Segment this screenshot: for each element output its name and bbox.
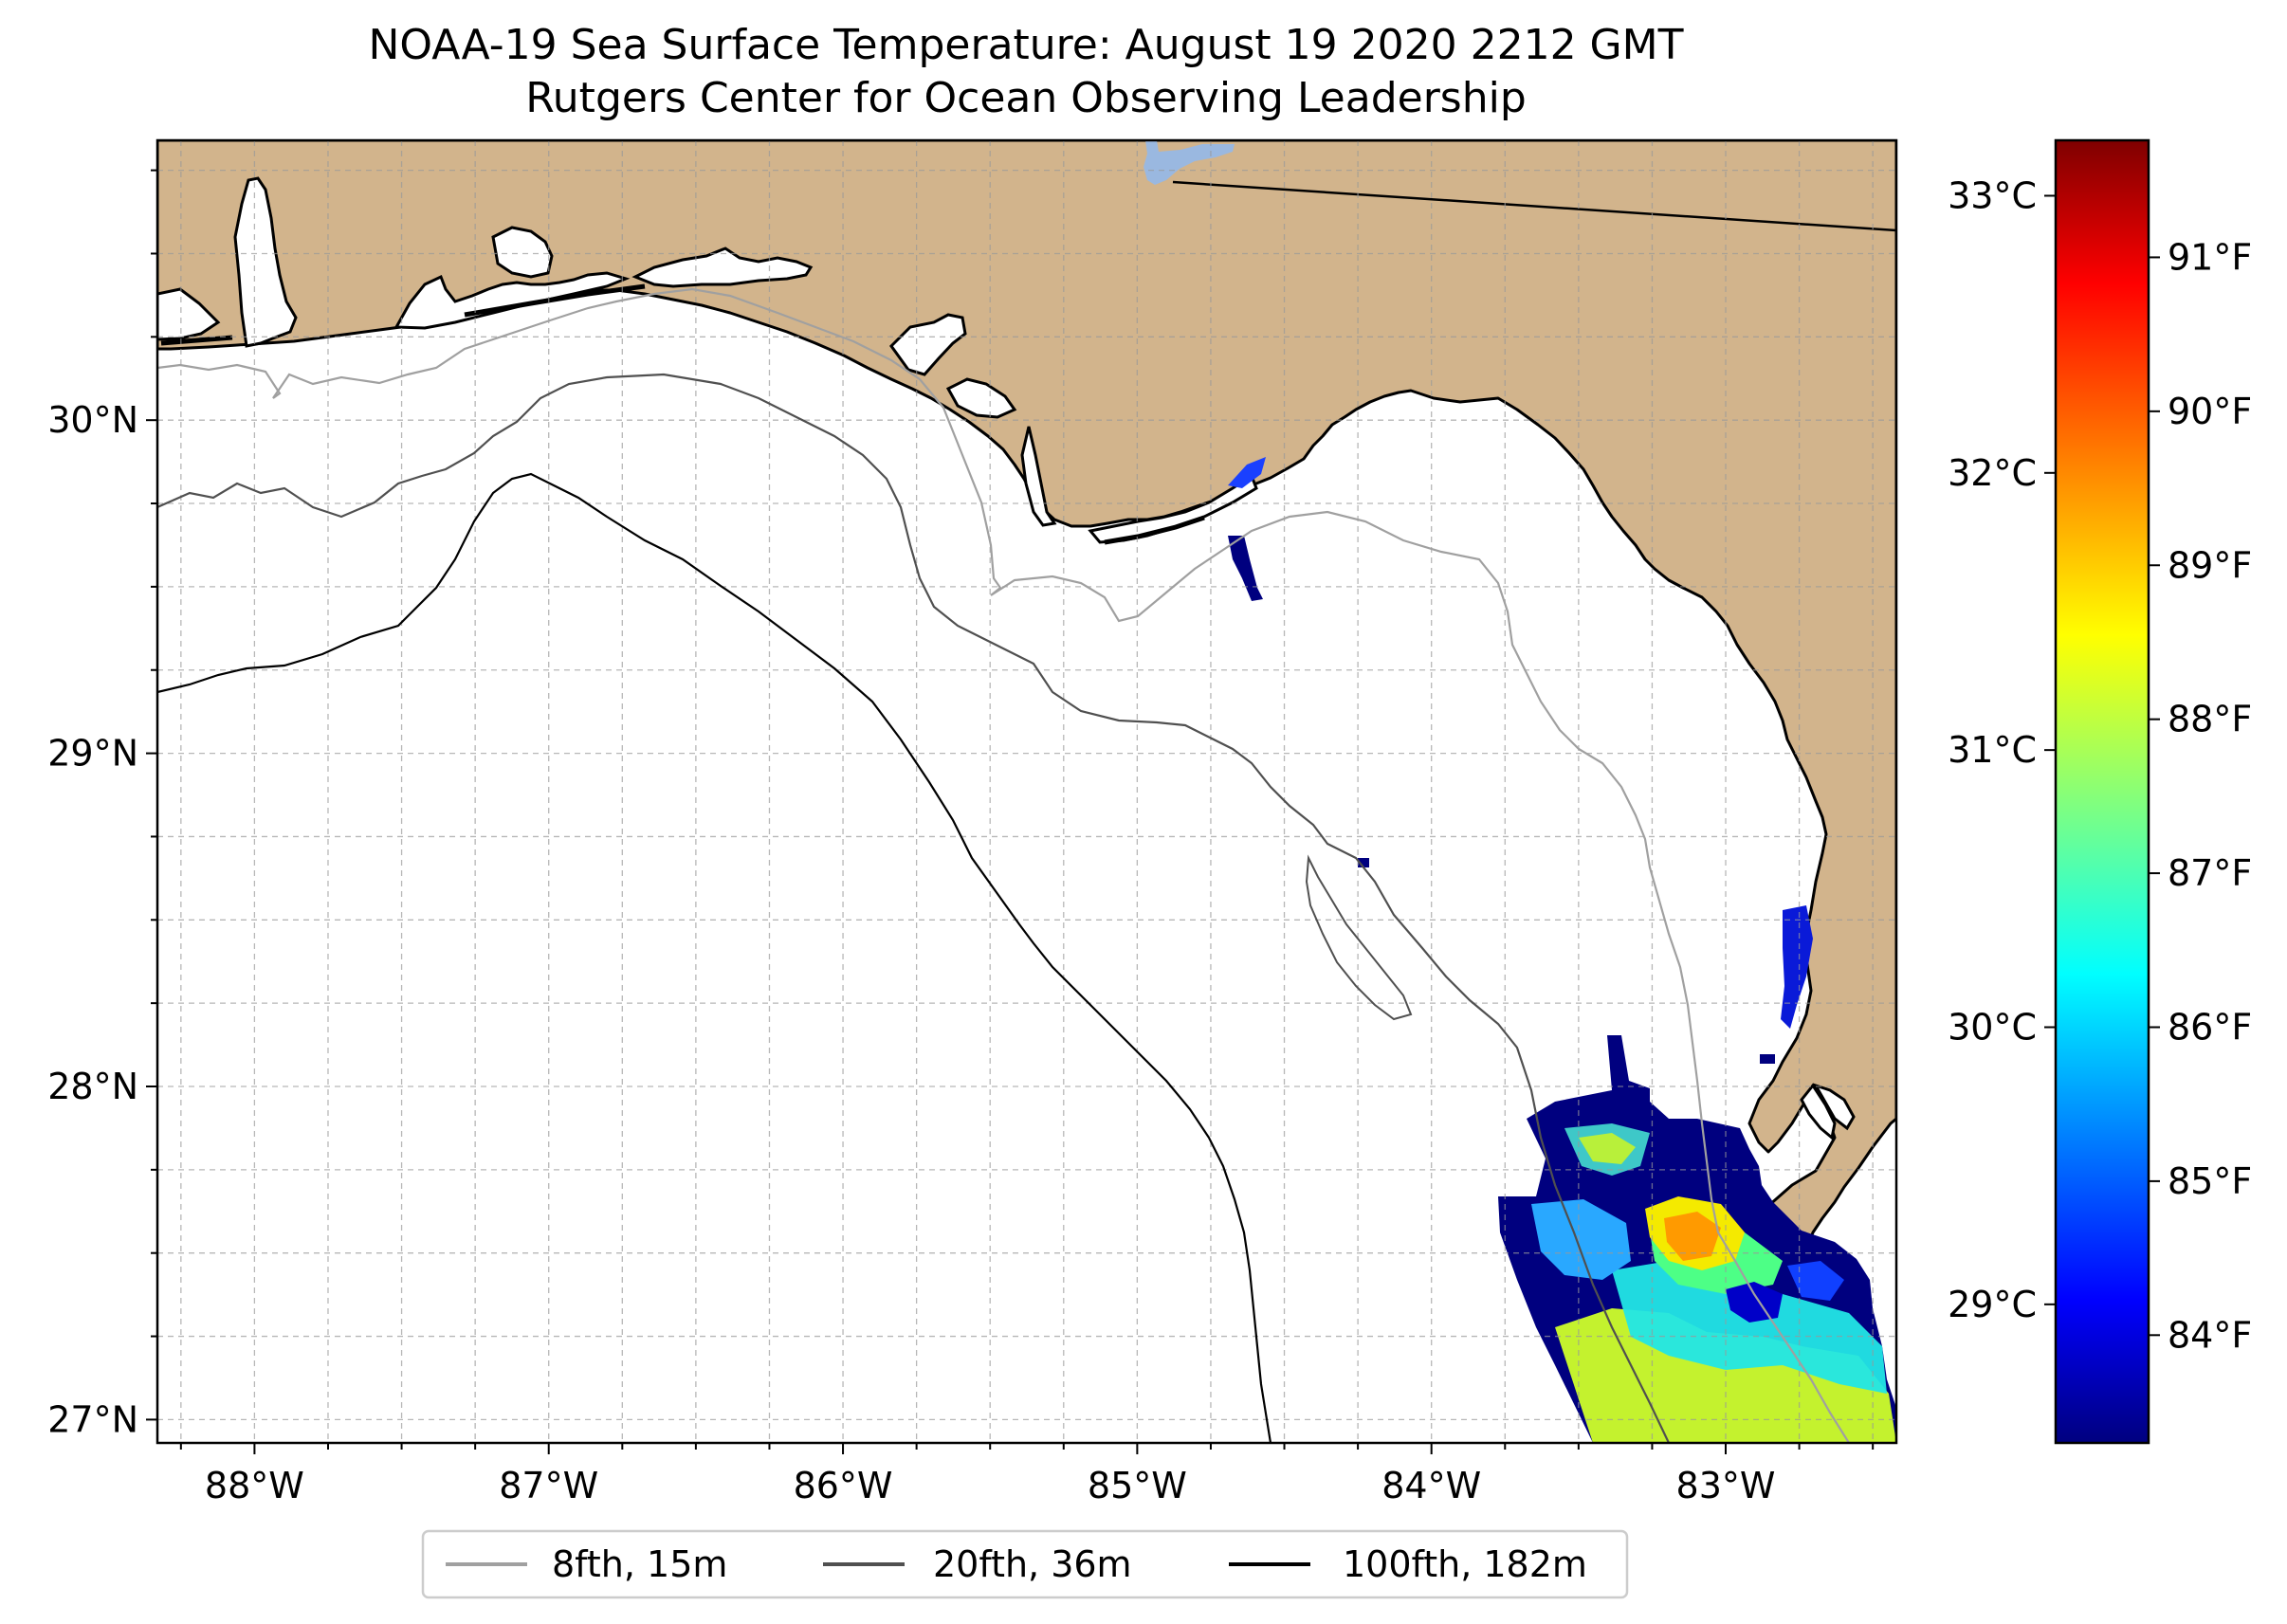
contour-100fth bbox=[157, 472, 1272, 1443]
fahrenheit-tick-label: 86°F bbox=[2168, 1006, 2252, 1048]
sst-dark-pocket-1 bbox=[1726, 1282, 1783, 1323]
celsius-tick-label: 29°C bbox=[1948, 1284, 2037, 1325]
sst-coastal-strip bbox=[1781, 905, 1813, 1029]
gridlines bbox=[157, 140, 1896, 1443]
colorbar-gradient bbox=[2054, 138, 2150, 1445]
title-line-1: NOAA-19 Sea Surface Temperature: August … bbox=[369, 21, 1684, 69]
fahrenheit-tick-label: 84°F bbox=[2168, 1314, 2252, 1356]
santa-rosa-sound bbox=[631, 246, 814, 288]
pensacola-mobile-bay bbox=[233, 176, 298, 348]
state-border bbox=[1172, 180, 1896, 232]
y-tick-label: 28°N bbox=[47, 1066, 138, 1107]
bay-shore-west bbox=[157, 287, 221, 341]
celsius-tick-label: 32°C bbox=[1948, 452, 2037, 494]
map-frame bbox=[156, 138, 1898, 1445]
x-tick-label: 86°W bbox=[794, 1465, 893, 1506]
y-tick-label: 27°N bbox=[47, 1398, 138, 1440]
lake-seminole bbox=[1144, 140, 1235, 185]
colorbar-fahrenheit-axis: 84°F 85°F 86°F 87°F 88°F 89°F 90°F 91°F bbox=[2149, 236, 2252, 1356]
fahrenheit-tick-label: 91°F bbox=[2168, 236, 2252, 278]
sst-speck bbox=[1358, 858, 1369, 867]
map-panel bbox=[157, 140, 1896, 1443]
x-tick-label: 84°W bbox=[1381, 1465, 1481, 1506]
barrier-island-st-george bbox=[1104, 515, 1205, 545]
legend-box bbox=[421, 1529, 1629, 1599]
contour-20fth-shoals bbox=[1305, 854, 1413, 1021]
sst-yellow-north bbox=[1579, 1133, 1636, 1164]
fahrenheit-tick-label: 89°F bbox=[2168, 544, 2252, 586]
choctawhatchee-bay bbox=[491, 226, 554, 279]
x-tick-label: 87°W bbox=[499, 1465, 598, 1506]
sst-speck-2 bbox=[1760, 1054, 1775, 1064]
colorbar-celsius-axis: 29°C 30°C 31°C 32°C 33°C bbox=[1948, 174, 2056, 1325]
fahrenheit-tick-label: 88°F bbox=[2168, 699, 2252, 740]
title-line-2: Rutgers Center for Ocean Observing Leade… bbox=[525, 74, 1527, 122]
st-joseph-bay bbox=[1020, 426, 1057, 527]
celsius-tick-label: 31°C bbox=[1948, 729, 2037, 771]
legend-label-100fth: 100fth, 182m bbox=[1343, 1543, 1587, 1585]
celsius-tick-label: 33°C bbox=[1948, 174, 2037, 216]
celsius-tick-label: 30°C bbox=[1948, 1006, 2037, 1048]
barrier-island-santa-rosa bbox=[464, 283, 646, 318]
tampa-bay-upper bbox=[1812, 1083, 1856, 1131]
fahrenheit-tick-label: 85°F bbox=[2168, 1160, 2252, 1202]
land-mass bbox=[157, 140, 1896, 1251]
sst-apalachee-patch bbox=[1228, 536, 1263, 601]
y-tick-label: 29°N bbox=[47, 733, 138, 775]
fahrenheit-tick-label: 87°F bbox=[2168, 852, 2252, 894]
contour-20fth bbox=[157, 373, 1670, 1443]
legend-label-20fth: 20fth, 36m bbox=[933, 1543, 1132, 1585]
st-andrews-bay bbox=[945, 377, 1017, 419]
x-axis: 88°W 87°W 86°W 85°W 84°W 83°W bbox=[179, 1443, 1875, 1506]
sst-bay-patch bbox=[1228, 457, 1266, 488]
sst-cyan-band bbox=[1612, 1261, 1887, 1394]
x-tick-label: 83°W bbox=[1676, 1465, 1776, 1506]
fahrenheit-tick-label: 90°F bbox=[2168, 391, 2252, 432]
legend-label-8fth: 8fth, 15m bbox=[552, 1543, 727, 1585]
barrier-island-perdido bbox=[160, 335, 233, 346]
y-axis: 30°N 29°N 28°N 27°N bbox=[47, 169, 157, 1440]
legend: 8fth, 15m 20fth, 36m 100fth, 182m bbox=[421, 1529, 1629, 1599]
colorbar: 29°C 30°C 31°C 32°C 33°C 84°F 85°F 86°F 87°F 88°… bbox=[1948, 138, 2252, 1445]
sst-orange-core bbox=[1664, 1212, 1721, 1261]
sst-dark-pocket-2 bbox=[1787, 1261, 1844, 1301]
x-tick-label: 85°W bbox=[1088, 1465, 1187, 1506]
x-tick-label: 88°W bbox=[205, 1465, 304, 1506]
sst-light-blue bbox=[1531, 1199, 1631, 1280]
east-bay bbox=[889, 313, 967, 376]
contour-8fth bbox=[157, 287, 1850, 1443]
y-tick-label: 30°N bbox=[47, 399, 138, 441]
